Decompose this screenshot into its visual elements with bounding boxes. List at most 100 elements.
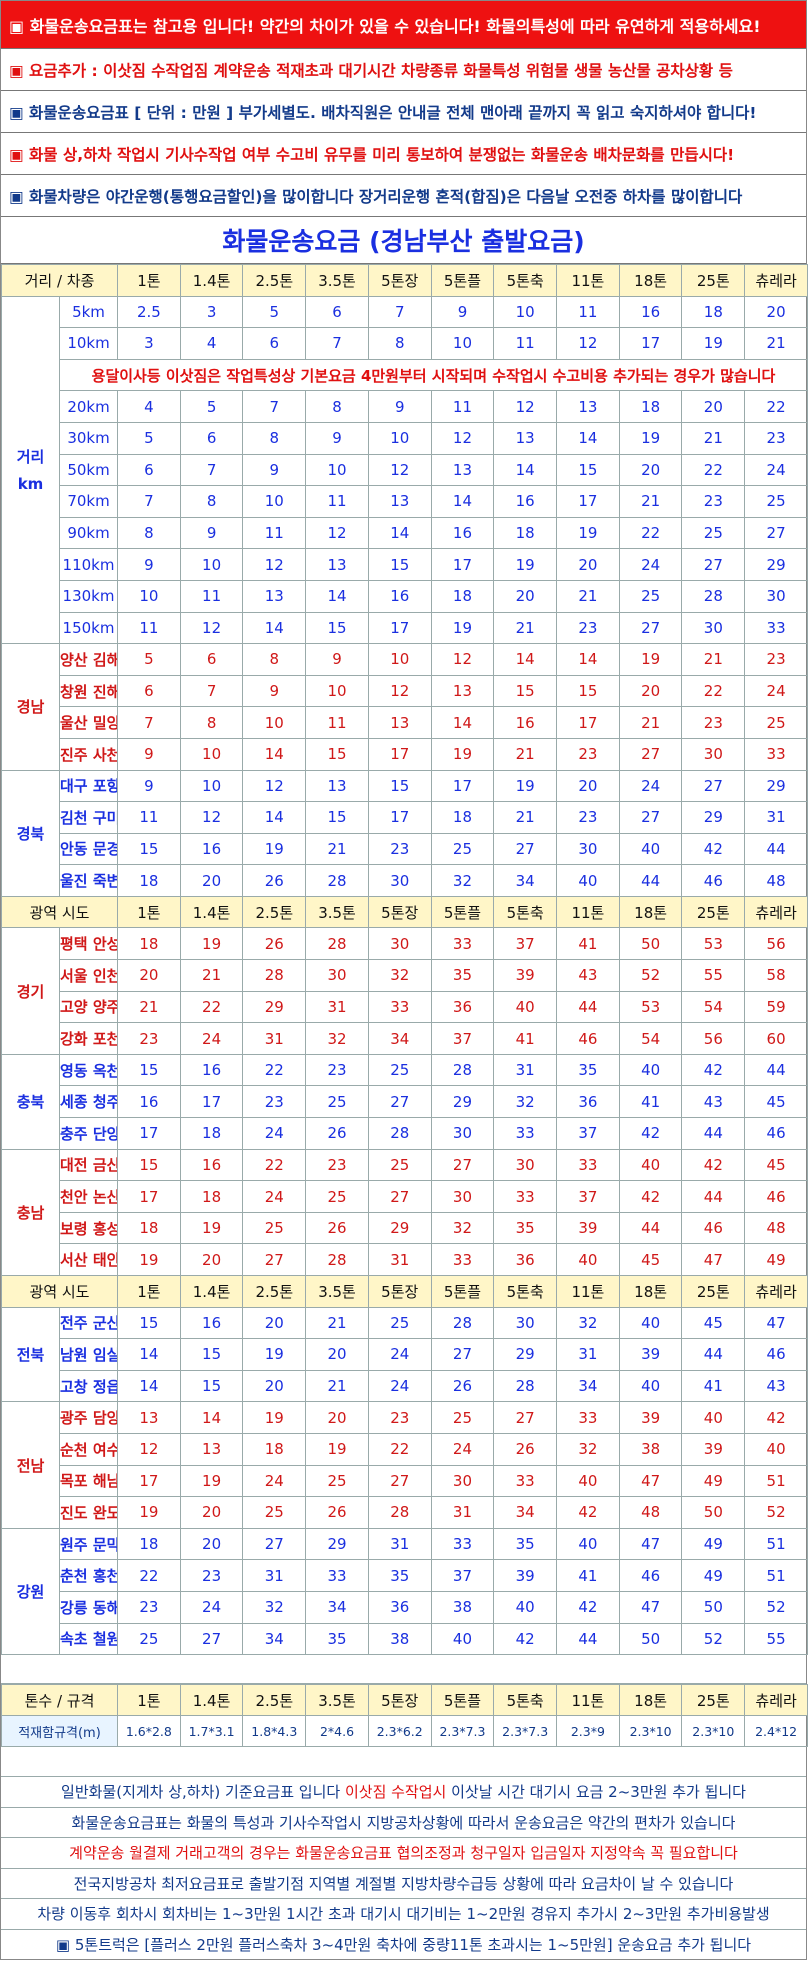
rate-cell: 9 [117, 769, 181, 803]
rate-cell: 30 [305, 959, 369, 992]
rate-cell: 11 [117, 801, 181, 834]
rate-cell: 14 [556, 421, 620, 455]
rate-cell: 56 [744, 927, 808, 961]
rate-cell: 19 [681, 327, 746, 360]
rate-cell: 27 [618, 737, 683, 771]
region-label: 전주 군산 [58, 1306, 119, 1340]
rate-cell: 30 [430, 1117, 495, 1150]
rate-cell: 16 [618, 295, 683, 329]
rate-cell: 20 [179, 1527, 244, 1561]
rate-cell: 19 [179, 1464, 244, 1498]
rate-cell: 32 [305, 1022, 369, 1055]
rate-cell: 23 [367, 832, 432, 866]
rate-cell: 24 [367, 1338, 432, 1371]
region-row: 강원 원주 문막 18 20 27 29 31 33 35 40 47 49 51 [1, 1527, 808, 1656]
vehicle-type-header: 2.5톤 [242, 1275, 307, 1308]
rate-cell: 13 [556, 390, 620, 423]
rate-cell: 31 [493, 1053, 558, 1087]
rate-cell: 13 [242, 579, 307, 613]
rate-cell: 32 [242, 1590, 307, 1624]
rate-cell: 44 [681, 1338, 746, 1371]
rate-cell: 55 [681, 959, 746, 992]
rate-cell: 32 [556, 1432, 620, 1466]
rate-cell: 17 [556, 485, 620, 518]
rate-cell: 21 [618, 706, 683, 739]
distance-row: 150km 11 12 14 15 17 19 21 23 27 30 33 [2, 611, 808, 645]
distance-row: 10km 3 4 6 7 8 10 11 12 17 19 21 [2, 327, 808, 360]
distance-row: 90km 8 9 11 12 14 16 18 19 22 25 27 [2, 516, 808, 550]
rate-cell: 20 [305, 1338, 369, 1371]
vehicle-type-header: 25톤 [681, 1275, 746, 1308]
footer-note-text: 계약운송 월결제 거래고객의 경우는 화물운송요금표 협의조정과 청구일자 입금… [69, 1844, 738, 1863]
rate-cell: 19 [430, 611, 495, 645]
rate-cell: 3 [179, 295, 244, 329]
rate-cell: 28 [681, 579, 746, 613]
spec-row-label: 적재함규격(m) [1, 1715, 118, 1748]
rate-cell: 28 [305, 927, 369, 961]
region-label: 영동 옥천 [58, 1053, 119, 1087]
rate-cell: 28 [305, 1243, 369, 1276]
rate-cell: 20 [179, 864, 244, 897]
rate-cell: 17 [618, 327, 683, 360]
rate-cell: 26 [305, 1117, 369, 1150]
cargo-dimension-cell: 2.3*9 [556, 1715, 620, 1748]
region-row: 강릉 동해 23 24 32 34 36 38 40 42 47 50 52 [2, 1590, 808, 1624]
rate-cell: 10 [305, 674, 369, 708]
rate-cell: 27 [367, 1085, 432, 1119]
region-label: 진도 완도 [58, 1496, 119, 1529]
rate-cell: 41 [556, 927, 620, 961]
header-label: 광역 시도 [0, 1275, 119, 1308]
rate-cell: 56 [681, 1022, 746, 1055]
footer-note: 일반화물(지게차 상,하차) 기준요금표 입니다 이삿짐 수작업시 이삿날 시간… [1, 1776, 806, 1807]
footer-note-text: ▣ 5톤트럭은 [플러스 2만원 플러스축차 3~4만원 축차에 중량11톤 초… [55, 1935, 752, 1954]
page-title: 화물운송요금 (경남부산 출발요금) [1, 217, 806, 264]
rate-cell: 35 [430, 959, 495, 992]
rate-cell: 18 [493, 516, 558, 550]
rate-cell: 20 [744, 295, 808, 329]
rate-cell: 15 [179, 1338, 244, 1371]
rate-cell: 50 [681, 1496, 746, 1529]
cargo-dimension-cell: 2.3*10 [618, 1715, 683, 1748]
rate-cell: 13 [493, 421, 558, 455]
rate-cell: 40 [618, 1306, 683, 1340]
rate-cell: 14 [242, 737, 307, 771]
rate-cell: 47 [618, 1527, 683, 1561]
rate-cell: 39 [681, 1432, 746, 1466]
rate-cell: 17 [367, 801, 432, 834]
rate-cell: 29 [681, 801, 746, 834]
rate-cell: 17 [117, 1464, 181, 1498]
rate-cell: 21 [493, 611, 558, 645]
vehicle-type-header: 1톤 [117, 1275, 181, 1308]
rate-cell: 19 [618, 643, 683, 676]
rate-cell: 23 [681, 485, 746, 518]
rate-cell: 25 [117, 1622, 181, 1656]
rate-cell: 16 [367, 579, 432, 613]
spec-header-row: 톤수 / 규격 1톤 1.4톤 2.5톤 3.5톤 5톤장 5톤플 5톤축 11톤 18톤 25톤 츄… [1, 1684, 808, 1717]
rate-cell: 50 [618, 1622, 683, 1656]
rate-table: 거리 / 차종 1톤 1.4톤 2.5톤 3.5톤 5톤장 5톤플 5톤축 11톤 18톤 25톤 츄… [0, 264, 808, 1656]
vehicle-type-header: 11톤 [556, 1275, 620, 1308]
region-row: 목포 해남 17 19 24 25 27 30 33 40 47 49 51 [2, 1464, 808, 1498]
rate-cell: 22 [681, 674, 746, 708]
region-label: 고양 양주 [58, 990, 119, 1024]
rate-cell: 23 [744, 643, 808, 676]
rate-cell: 24 [242, 1464, 307, 1498]
vehicle-type-header: 5톤축 [493, 1684, 558, 1717]
rate-cell: 53 [681, 927, 746, 961]
rate-cell: 14 [556, 643, 620, 676]
rate-cell: 28 [430, 1306, 495, 1340]
rate-cell: 10 [367, 643, 432, 676]
rate-cell: 14 [242, 801, 307, 834]
region-label: 충주 단양 [58, 1117, 119, 1150]
rate-cell: 25 [305, 1085, 369, 1119]
rate-cell: 8 [117, 516, 181, 550]
rate-cell: 18 [117, 927, 181, 961]
footer-note-text: 전국지방공차 최저요금표로 출발기점 지역별 계절별 지방차량수급등 상황에 따… [73, 1874, 734, 1893]
rate-cell: 42 [681, 832, 746, 866]
rate-cell: 47 [618, 1590, 683, 1624]
region-row: 고양 양주 21 22 29 31 33 36 40 44 53 54 59 [2, 990, 808, 1024]
rate-cell: 25 [367, 1148, 432, 1182]
vehicle-type-header: 5톤축 [493, 1275, 558, 1308]
rate-cell: 22 [367, 1432, 432, 1466]
